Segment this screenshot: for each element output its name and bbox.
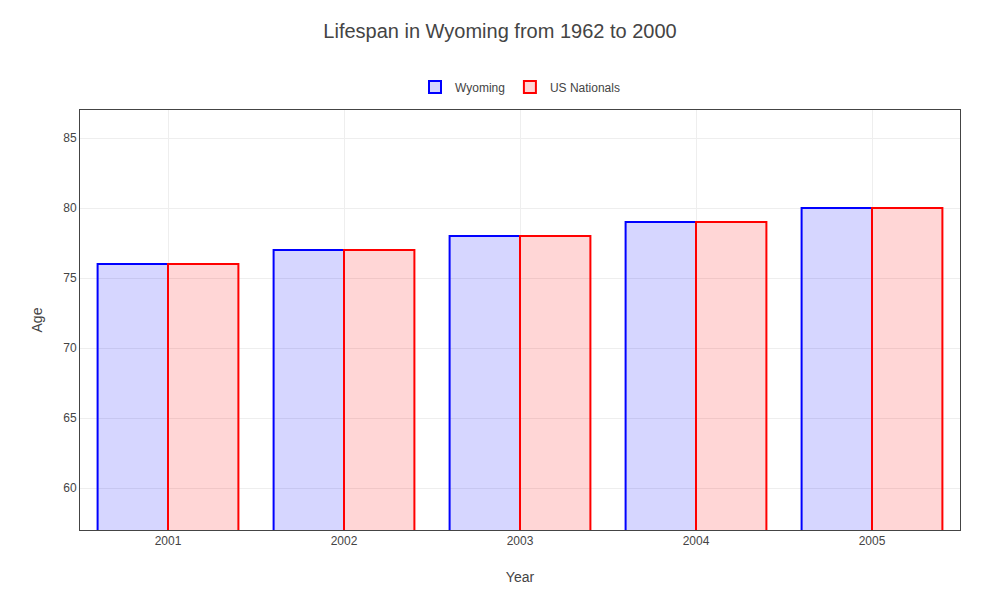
svg-text:85: 85 xyxy=(63,131,77,145)
svg-text:US Nationals: US Nationals xyxy=(550,81,620,95)
svg-text:Wyoming: Wyoming xyxy=(455,81,505,95)
svg-text:2002: 2002 xyxy=(331,534,358,548)
svg-text:60: 60 xyxy=(63,481,77,495)
svg-text:75: 75 xyxy=(63,271,77,285)
svg-text:65: 65 xyxy=(63,411,77,425)
svg-text:2001: 2001 xyxy=(155,534,182,548)
svg-text:2005: 2005 xyxy=(859,534,886,548)
svg-text:Year: Year xyxy=(506,569,535,585)
svg-text:70: 70 xyxy=(63,341,77,355)
svg-text:2003: 2003 xyxy=(507,534,534,548)
svg-text:2004: 2004 xyxy=(683,534,710,548)
svg-text:80: 80 xyxy=(63,201,77,215)
svg-text:Lifespan in Wyoming from 1962: Lifespan in Wyoming from 1962 to 2000 xyxy=(323,20,676,42)
svg-text:Age: Age xyxy=(29,307,45,332)
